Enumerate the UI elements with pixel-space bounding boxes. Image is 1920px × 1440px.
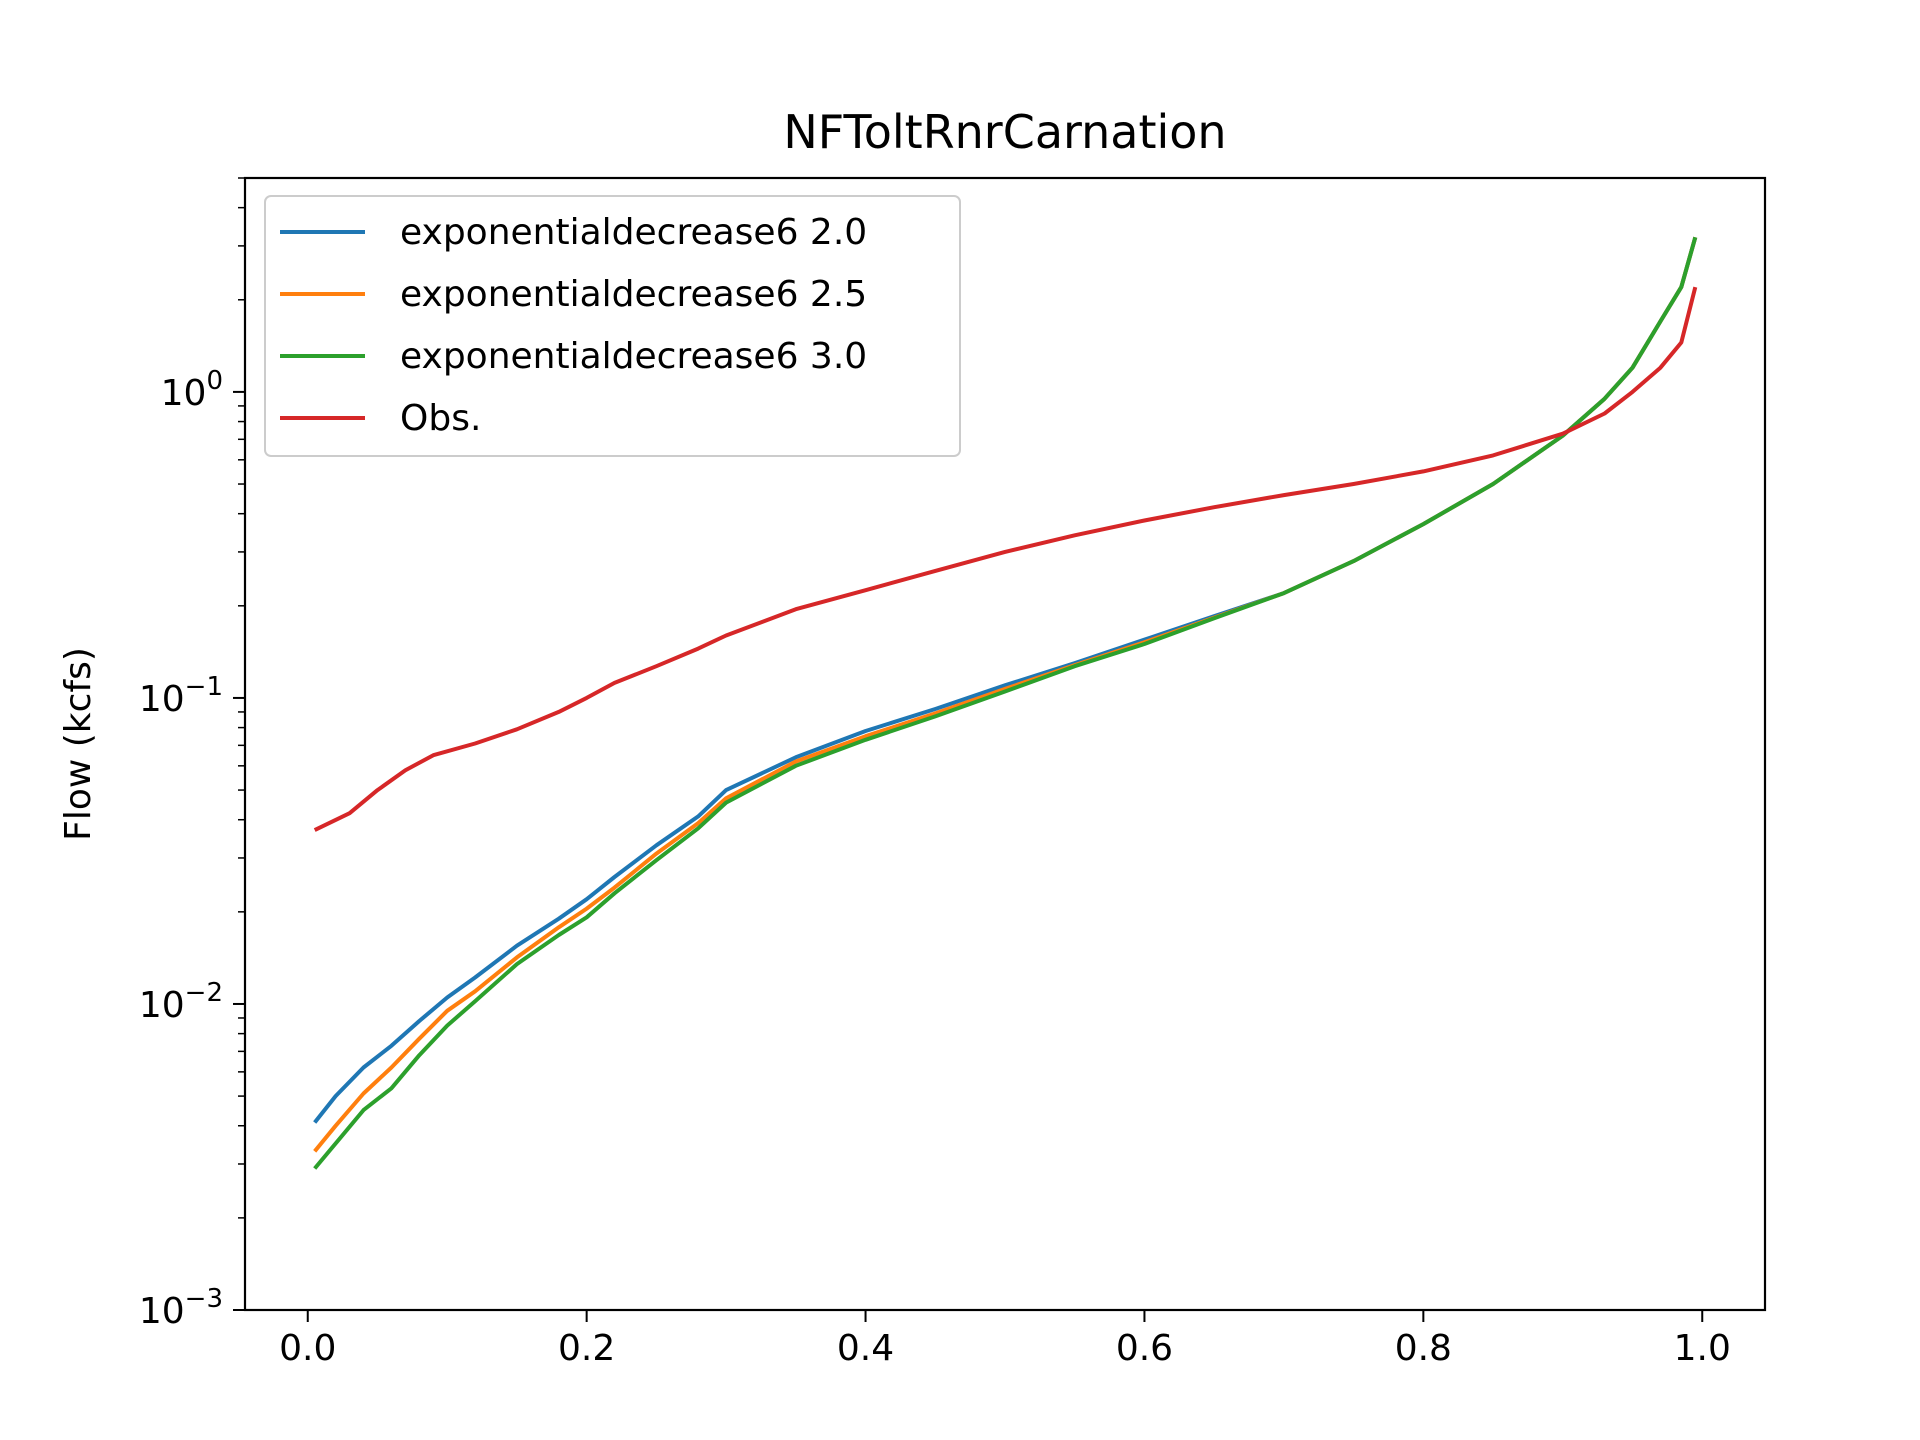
x-tick-label: 0.4 bbox=[837, 1328, 894, 1369]
x-tick-label: 1.0 bbox=[1674, 1328, 1731, 1369]
plot-frame bbox=[243, 176, 1767, 1312]
y-tick-label: 100 bbox=[161, 366, 223, 414]
y-tick-label: 10−1 bbox=[139, 672, 223, 720]
y-tick-label: 10−3 bbox=[139, 1284, 223, 1332]
legend-label: exponentialdecrease6 3.0 bbox=[400, 336, 867, 377]
legend-label: exponentialdecrease6 2.0 bbox=[400, 212, 867, 253]
chart-title: NFToltRnrCarnation bbox=[783, 105, 1226, 159]
y-axis-label: Flow (kcfs) bbox=[58, 647, 99, 841]
x-tick-label: 0.6 bbox=[1116, 1328, 1173, 1369]
legend: exponentialdecrease6 2.0 exponentialdecre… bbox=[264, 195, 961, 457]
y-axis: 100 10−1 10−2 10−3 bbox=[139, 177, 245, 1332]
series-line-3 bbox=[313, 286, 1698, 832]
legend-label: exponentialdecrease6 2.5 bbox=[400, 274, 867, 315]
x-tick-label: 0.2 bbox=[558, 1328, 615, 1369]
plot-lines bbox=[313, 236, 1698, 1170]
x-axis: 0.0 0.2 0.4 0.6 0.8 1.0 bbox=[279, 1310, 1731, 1369]
x-tick-label: 0.8 bbox=[1395, 1328, 1452, 1369]
legend-label: Obs. bbox=[400, 398, 481, 439]
y-tick-label: 10−2 bbox=[139, 978, 223, 1026]
legend-box bbox=[264, 195, 961, 457]
x-tick-label: 0.0 bbox=[279, 1328, 336, 1369]
